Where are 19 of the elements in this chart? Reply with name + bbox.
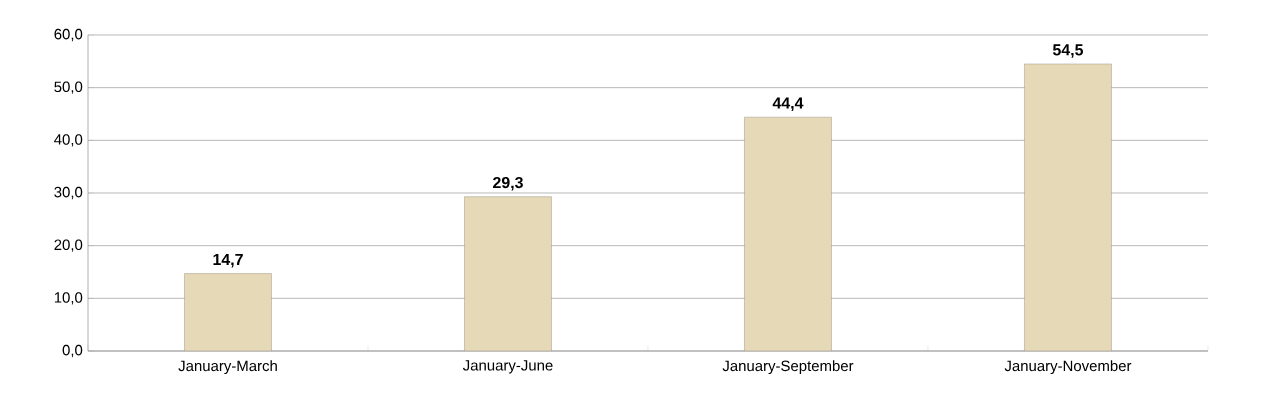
y-tick-label: 0,0 xyxy=(62,344,83,358)
y-tick-label: 10,0 xyxy=(54,292,83,305)
data-label: 44,4 xyxy=(772,97,804,111)
x-tick-label: January-March xyxy=(178,360,277,375)
data-label: 29,3 xyxy=(493,176,523,191)
y-tick-label: 20,0 xyxy=(54,239,83,252)
x-tick-label: January-September xyxy=(722,360,854,375)
bar xyxy=(744,116,832,351)
x-tick-label: January-November xyxy=(1004,360,1132,375)
y-tick-label: 60,0 xyxy=(54,28,83,42)
bar xyxy=(1024,63,1112,351)
y-tick-label: 50,0 xyxy=(54,81,83,94)
data-label: 54,5 xyxy=(1052,44,1084,58)
data-label: 14,7 xyxy=(213,253,243,268)
y-tick-label: 30,0 xyxy=(54,186,83,200)
bar xyxy=(184,273,272,351)
x-tick-label: January-June xyxy=(462,360,553,374)
bar xyxy=(464,196,552,351)
y-tick-label: 40,0 xyxy=(54,134,83,147)
